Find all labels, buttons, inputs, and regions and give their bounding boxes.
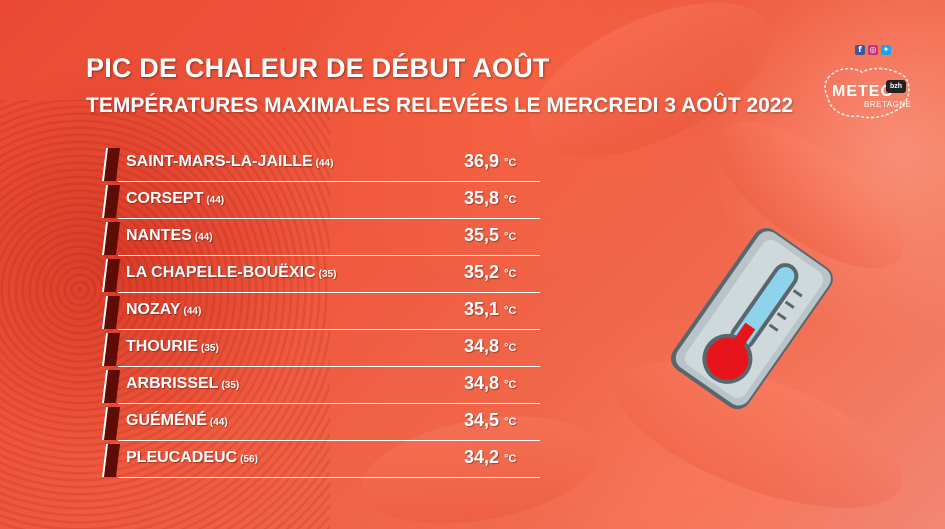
row-marker <box>101 407 121 440</box>
department-code: (44) <box>315 158 334 169</box>
temperature-unit: °C <box>504 453 517 465</box>
sunflower-texture <box>0 100 330 529</box>
temperature-value: 35,5 °C <box>464 225 517 245</box>
temperature-unit: °C <box>504 157 517 169</box>
temperature-unit: °C <box>504 379 517 391</box>
logo-subtitle: BRETAGNE <box>864 100 912 109</box>
department-code: (44) <box>194 232 213 243</box>
row-marker <box>101 444 121 477</box>
row-divider <box>118 477 540 478</box>
list-item: NANTES (44) 35,5 °C <box>101 219 540 256</box>
thermometer-icon <box>670 228 833 410</box>
row-divider <box>118 329 540 330</box>
row-marker <box>101 259 121 292</box>
row-marker <box>101 333 121 366</box>
list-item: PLEUCADEUC (56) 34,2 °C <box>101 441 540 478</box>
row-divider <box>118 440 540 441</box>
row-divider <box>118 403 540 404</box>
town-name: PLEUCADEUC (56) <box>126 449 258 466</box>
row-marker <box>101 222 121 255</box>
temperature-value: 35,8 °C <box>464 188 517 208</box>
list-item: ARBRISSEL (35) 34,8 °C <box>101 367 540 404</box>
department-code: (44) <box>209 417 228 428</box>
brittany-map-icon <box>824 67 910 119</box>
town-name: NOZAY (44) <box>126 301 202 318</box>
row-marker <box>101 296 121 329</box>
facebook-icon[interactable]: f <box>855 45 865 55</box>
temperature-value: 36,9 °C <box>464 151 517 171</box>
instagram-icon[interactable]: ◎ <box>868 45 878 55</box>
row-divider <box>118 181 540 182</box>
temperature-unit: °C <box>504 231 517 243</box>
temperature-value: 34,8 °C <box>464 336 517 356</box>
temperature-value: 35,1 °C <box>464 299 517 319</box>
list-item: THOURIE (35) 34,8 °C <box>101 330 540 367</box>
page-subtitle: TEMPÉRATURES MAXIMALES RELEVÉES LE MERCR… <box>86 94 794 117</box>
town-name: CORSEPT (44) <box>126 190 225 207</box>
town-name: NANTES (44) <box>126 227 213 244</box>
temperature-value: 34,2 °C <box>464 447 517 467</box>
temperature-value: 35,2 °C <box>464 262 517 282</box>
logo-badge: bzh <box>886 80 906 93</box>
twitter-icon[interactable]: ✦ <box>881 45 891 55</box>
department-code: (44) <box>206 195 225 206</box>
department-code: (35) <box>221 380 240 391</box>
town-name: ARBRISSEL (35) <box>126 375 240 392</box>
department-code: (56) <box>240 454 258 465</box>
department-code: (44) <box>183 306 202 317</box>
temperature-value: 34,5 °C <box>464 410 517 430</box>
row-divider <box>118 255 540 256</box>
temperature-unit: °C <box>504 342 517 354</box>
row-marker <box>101 370 121 403</box>
town-name: LA CHAPELLE-BOUËXIC (35) <box>126 264 337 281</box>
town-name: SAINT-MARS-LA-JAILLE (44) <box>126 153 334 170</box>
department-code: (35) <box>318 269 337 280</box>
row-marker <box>101 148 121 181</box>
temperature-unit: °C <box>504 416 517 428</box>
list-item: GUÉMÉNÉ (44) 34,5 °C <box>101 404 540 441</box>
row-divider <box>118 366 540 367</box>
logo-word: METEO <box>832 83 894 100</box>
page-title: PIC DE CHALEUR DE DÉBUT AOÛT <box>86 53 550 83</box>
list-item: LA CHAPELLE-BOUËXIC (35) 35,2 °C <box>101 256 540 293</box>
row-divider <box>118 292 540 293</box>
town-name: THOURIE (35) <box>126 338 219 355</box>
list-item: CORSEPT (44) 35,8 °C <box>101 182 540 219</box>
temperature-unit: °C <box>504 305 517 317</box>
temperature-unit: °C <box>504 194 517 206</box>
list-item: NOZAY (44) 35,1 °C <box>101 293 540 330</box>
list-item: SAINT-MARS-LA-JAILLE (44) 36,9 °C <box>101 145 540 182</box>
department-code: (35) <box>201 343 219 354</box>
temperature-unit: °C <box>504 268 517 280</box>
temperature-value: 34,8 °C <box>464 373 517 393</box>
row-divider <box>118 218 540 219</box>
row-marker <box>101 185 121 218</box>
town-name: GUÉMÉNÉ (44) <box>126 412 228 429</box>
